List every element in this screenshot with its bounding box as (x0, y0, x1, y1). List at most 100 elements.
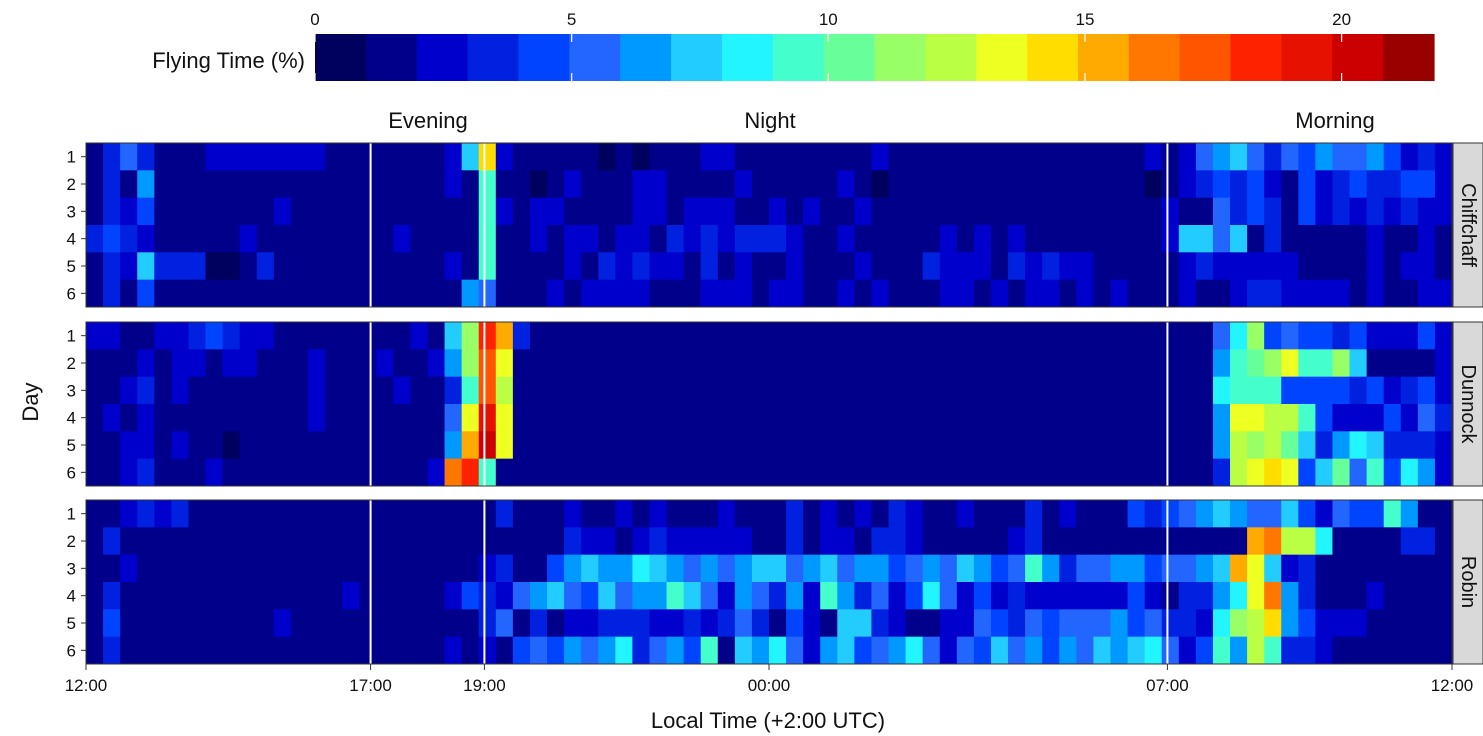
heatmap-cell (769, 279, 787, 308)
heatmap-cell (734, 170, 753, 199)
heatmap-cell (376, 322, 394, 350)
heatmap-cell (376, 636, 394, 665)
heatmap-cell (1434, 609, 1453, 638)
heatmap-cell (171, 500, 189, 528)
heatmap-cell (410, 279, 428, 308)
heatmap-cell (529, 458, 548, 487)
heatmap-cell (666, 279, 685, 308)
heatmap-cell (1264, 404, 1282, 432)
heatmap-cell (307, 404, 326, 432)
heatmap-cell (239, 404, 258, 432)
heatmap-cell (1247, 143, 1265, 171)
heatmap-cell (547, 170, 565, 199)
heatmap-cell (1178, 527, 1197, 556)
heatmap-cell (86, 554, 104, 583)
heatmap-cell (1264, 279, 1282, 308)
heatmap-cell (1059, 376, 1077, 405)
period-label: Night (744, 108, 795, 133)
heatmap-cell (1076, 197, 1094, 226)
heatmap-cell (973, 636, 992, 665)
heatmap-cell (171, 376, 189, 405)
heatmap-cell (325, 500, 343, 528)
heatmap-cell (1161, 609, 1180, 638)
heatmap-cell (598, 458, 616, 487)
heatmap-cell (1281, 349, 1299, 378)
heatmap-cell (205, 143, 224, 171)
heatmap-cell (1298, 349, 1316, 378)
heatmap-cell (529, 322, 548, 350)
heatmap-cell (734, 225, 753, 253)
heatmap-cell (1110, 279, 1129, 308)
heatmap-cell (393, 527, 411, 556)
heatmap-cell (427, 458, 446, 487)
heatmap-cell (444, 279, 463, 308)
heatmap-cell (1025, 376, 1043, 405)
heatmap-cell (325, 404, 343, 432)
heatmap-cell (990, 527, 1009, 556)
heatmap-cell (547, 225, 565, 253)
heatmap-cell (1366, 225, 1385, 253)
heatmap-cell (990, 197, 1009, 226)
heatmap-cell (683, 636, 702, 665)
colorbar-swatches (315, 34, 1435, 81)
heatmap-cell (273, 322, 292, 350)
heatmap-cell (564, 279, 582, 308)
heatmap-cell (1076, 636, 1094, 665)
y-tick-label: 6 (67, 641, 76, 660)
heatmap-cell (837, 609, 855, 638)
heatmap-cell (1212, 349, 1231, 378)
heatmap-cell (1076, 431, 1094, 460)
heatmap-cell (256, 404, 275, 432)
heatmap-cell (666, 376, 685, 405)
heatmap-cell (717, 636, 736, 665)
heatmap-cell (683, 197, 702, 226)
heatmap-cell (256, 636, 275, 665)
heatmap-cell (273, 404, 292, 432)
heatmap-cell (1281, 609, 1299, 638)
heatmap-cell (751, 197, 770, 226)
heatmap-cell (871, 554, 890, 583)
heatmap-cell (1400, 431, 1419, 460)
heatmap-cell (478, 197, 497, 226)
heatmap-cell (461, 554, 480, 583)
heatmap-cell (820, 225, 838, 253)
heatmap-cell (239, 197, 258, 226)
heatmap-cell (222, 349, 241, 378)
heatmap-cell (239, 376, 258, 405)
heatmap-cell (154, 322, 172, 350)
heatmap-cell (256, 609, 275, 638)
heatmap-cell (1042, 225, 1060, 253)
heatmap-cell (734, 404, 753, 432)
heatmap-cell (495, 376, 514, 405)
heatmap-cell (512, 170, 531, 199)
heatmap-cell (1127, 554, 1146, 583)
heatmap-cell (939, 197, 958, 226)
heatmap-cell (273, 376, 292, 405)
heatmap-cell (1315, 582, 1333, 610)
heatmap-cell (1127, 458, 1146, 487)
heatmap-cell (307, 349, 326, 378)
heatmap-cell (1230, 349, 1248, 378)
heatmap-cell (1127, 582, 1146, 610)
heatmap-cell (871, 170, 890, 199)
heatmap-cell (615, 582, 633, 610)
heatmap-cell (478, 225, 497, 253)
heatmap-cell (581, 349, 599, 378)
heatmap-cell (615, 527, 633, 556)
heatmap-cell (734, 322, 753, 350)
facet-strip (1452, 321, 1483, 487)
heatmap-cell (461, 143, 480, 171)
heatmap-cell (1434, 225, 1453, 253)
heatmap-cell (512, 252, 531, 281)
heatmap-cell (86, 349, 104, 378)
heatmap-cell (615, 143, 633, 171)
heatmap-cell (1195, 404, 1214, 432)
heatmap-cell (700, 225, 719, 253)
heatmap-cell (427, 431, 446, 460)
heatmap-cell (495, 197, 514, 226)
heatmap-cell (171, 322, 189, 350)
heatmap-cell (512, 582, 531, 610)
heatmap-cell (290, 279, 309, 308)
heatmap-cell (905, 500, 924, 528)
